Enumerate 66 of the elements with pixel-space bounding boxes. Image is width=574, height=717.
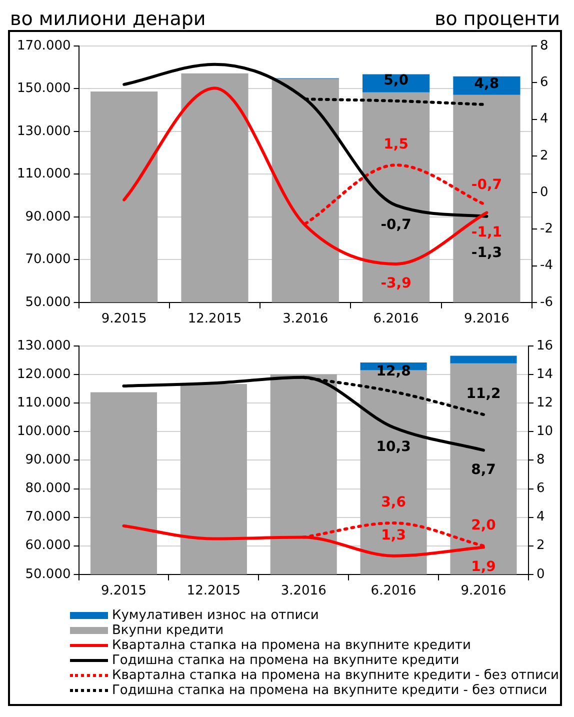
- y2-tick-label: 10: [536, 424, 554, 440]
- y-tick-label: 100.000: [16, 424, 71, 440]
- x-tick-label: 6.2016: [373, 312, 419, 327]
- x-tick-label: 6.2016: [370, 584, 416, 599]
- data-label: 5,0: [384, 72, 409, 89]
- y2-tick-label: 6: [536, 481, 545, 496]
- y2-tick-label: 6: [540, 75, 548, 90]
- y-tick-label: 70.000: [25, 510, 71, 525]
- x-tick-label: 9.2015: [100, 584, 146, 599]
- y2-tick-label: 8: [540, 38, 548, 54]
- legend-label: Квартална стапка на промена на вкупните кредити: [112, 638, 471, 653]
- legend-label: Годишна стапка на промена на вкупните кредити: [112, 653, 460, 668]
- data-label: 8,7: [471, 462, 496, 478]
- data-label: -1,1: [471, 224, 502, 240]
- y2-tick-label: 12: [536, 395, 554, 410]
- y-tick-label: 130.000: [16, 338, 71, 354]
- data-label: 1,5: [384, 136, 408, 153]
- data-label: 1,3: [381, 527, 406, 544]
- data-label: 2,0: [471, 517, 496, 534]
- data-label: 4,8: [474, 76, 500, 92]
- y2-tick-label: 2: [540, 148, 548, 164]
- y2-tick-label: 8: [536, 452, 545, 468]
- y2-tick-label: -6: [540, 294, 554, 310]
- data-label: -1,3: [471, 244, 502, 261]
- y2-tick-label: 4: [540, 112, 548, 127]
- x-tick-label: 3.2016: [282, 312, 328, 327]
- y-tick-label: 130.000: [16, 124, 71, 139]
- y2-tick-label: 0: [540, 184, 548, 200]
- data-label: -0,7: [380, 216, 412, 233]
- y2-tick-label: -2: [540, 222, 554, 237]
- data-label: 10,3: [376, 439, 411, 456]
- y-tick-label: 90.000: [25, 209, 71, 224]
- y-tick-label: 70.000: [25, 252, 71, 268]
- legend-label: Годишна стапка на промена на вкупните кредити - без отписи: [112, 683, 548, 698]
- y2-tick-label: 2: [536, 538, 545, 554]
- y-tick-label: 120.000: [16, 366, 71, 382]
- data-label: -0,7: [471, 176, 502, 193]
- x-tick-label: 9.2016: [460, 584, 506, 599]
- x-tick-label: 9.2015: [101, 312, 147, 327]
- y-tick-label: 110.000: [16, 395, 71, 410]
- y-tick-label: 90.000: [25, 452, 71, 468]
- x-tick-label: 12.2015: [188, 312, 242, 327]
- data-label: -3,9: [380, 276, 412, 292]
- y-tick-label: 50.000: [25, 294, 71, 310]
- x-tick-label: 9.2016: [464, 312, 510, 327]
- legend-label: Квартална стапка на промена на вкупните кредити - без отписи: [112, 668, 560, 683]
- data-label: 1,9: [471, 558, 496, 575]
- y2-tick-label: 14: [536, 366, 554, 382]
- y-axis-title: во милиони денари: [10, 8, 206, 30]
- legend-label: Вкупни кредити: [112, 623, 224, 638]
- y2-axis-title: во проценти: [434, 8, 560, 30]
- y-tick-label: 150.000: [16, 81, 71, 96]
- data-label: 11,2: [466, 386, 501, 402]
- legend-label: Кумулативен износ на отписи: [112, 608, 319, 623]
- y2-tick-label: 0: [536, 566, 545, 582]
- y-tick-label: 60.000: [25, 538, 71, 554]
- y-tick-label: 50.000: [25, 566, 71, 582]
- x-tick-label: 3.2016: [280, 584, 326, 599]
- y-tick-label: 110.000: [16, 166, 71, 182]
- data-label: 3,6: [381, 494, 406, 511]
- y2-tick-label: 4: [536, 510, 545, 525]
- x-tick-label: 12.2015: [186, 584, 241, 599]
- y2-tick-label: 16: [536, 338, 554, 354]
- y-tick-label: 170.000: [16, 38, 71, 54]
- y-tick-label: 80.000: [25, 481, 71, 496]
- y2-tick-label: -4: [540, 258, 554, 274]
